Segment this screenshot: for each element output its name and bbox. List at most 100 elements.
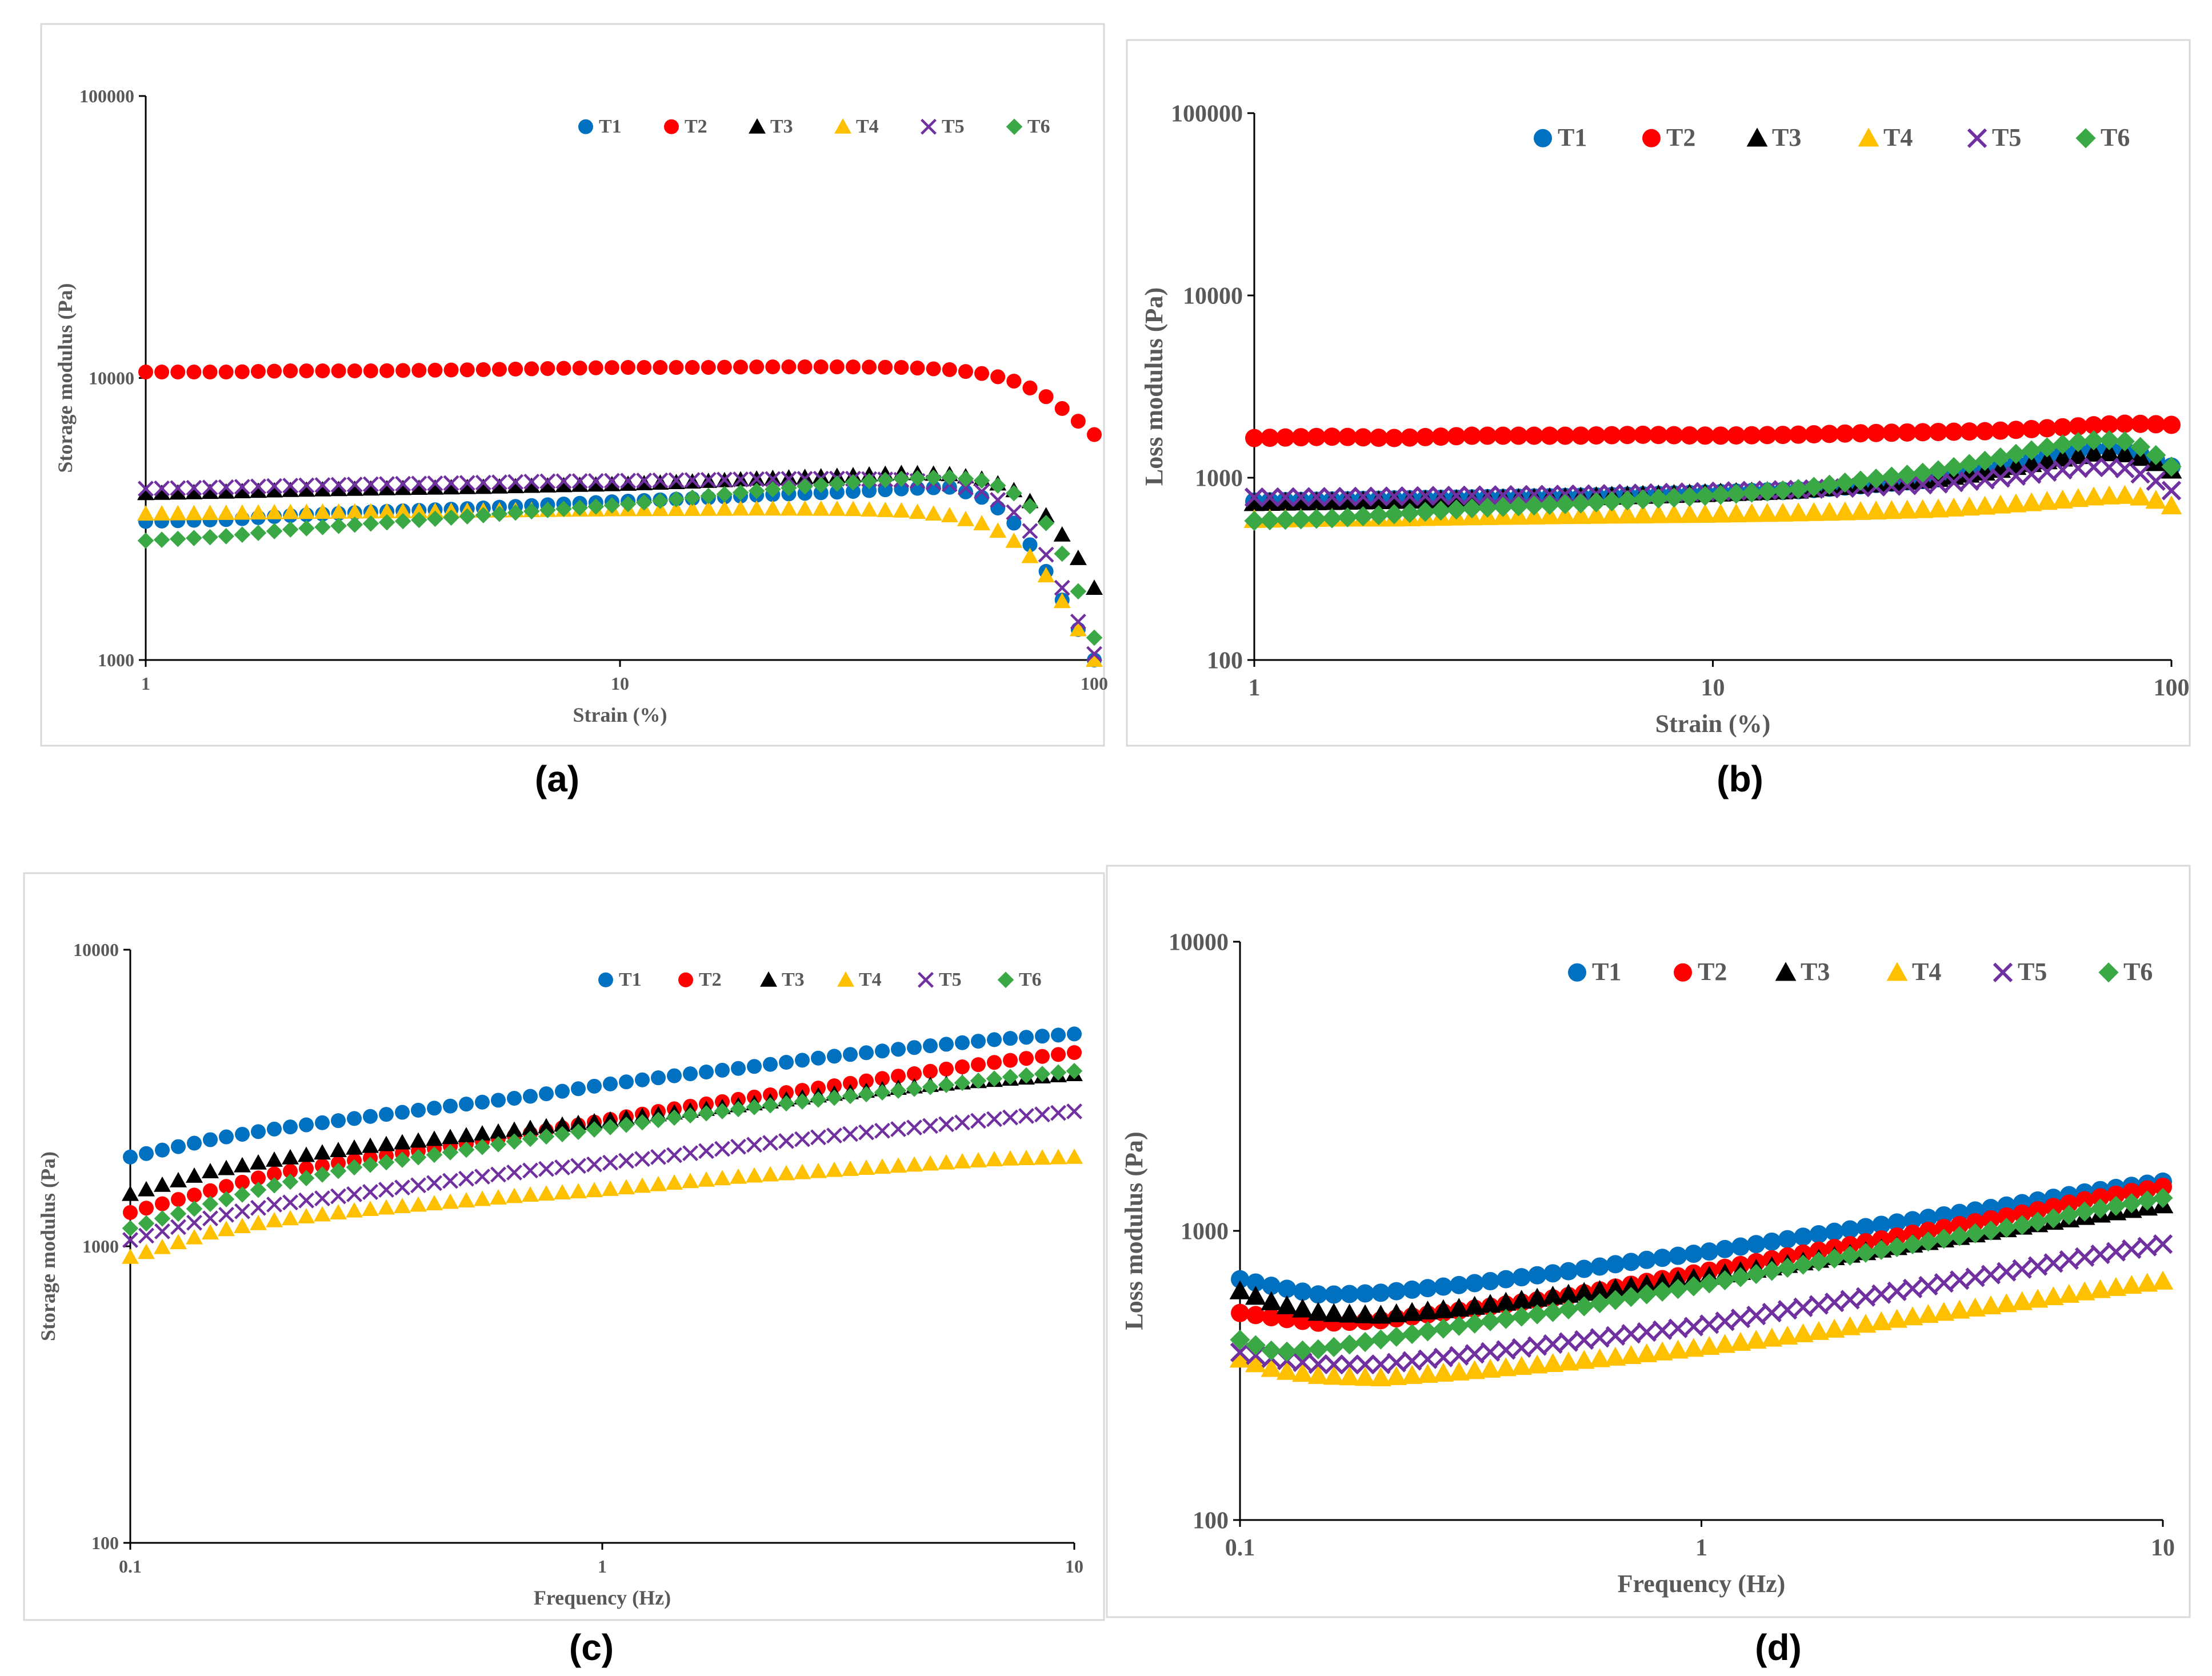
data-point xyxy=(1051,1027,1066,1043)
data-point xyxy=(923,1063,938,1079)
data-point xyxy=(650,1175,667,1191)
data-point xyxy=(169,484,187,500)
data-point xyxy=(858,1159,875,1175)
data-point xyxy=(202,1195,219,1213)
data-point xyxy=(491,505,508,522)
data-point xyxy=(1229,1349,1251,1368)
data-point xyxy=(1823,1318,1845,1338)
data-point xyxy=(1637,1322,1657,1342)
data-point xyxy=(362,515,379,532)
data-point xyxy=(747,1059,762,1074)
data-point xyxy=(926,361,941,377)
data-point xyxy=(202,479,218,496)
data-point xyxy=(362,503,379,519)
legend-item-t3: T3 xyxy=(1775,958,1830,986)
data-point xyxy=(2146,471,2166,491)
data-point xyxy=(1730,1267,1751,1287)
data-point xyxy=(938,1154,955,1170)
data-point xyxy=(458,1127,475,1143)
data-point xyxy=(1927,498,1949,518)
data-point xyxy=(1337,490,1358,510)
data-point xyxy=(137,505,154,521)
data-point xyxy=(794,1093,811,1110)
data-point xyxy=(250,1214,267,1230)
data-point xyxy=(1355,1331,1375,1353)
data-point xyxy=(330,503,347,519)
data-point xyxy=(1035,1049,1050,1064)
data-point xyxy=(987,1032,1002,1047)
data-point xyxy=(1902,1306,1923,1326)
data-point xyxy=(1981,1210,2000,1229)
data-point xyxy=(186,479,202,496)
data-point xyxy=(939,1037,954,1052)
series-t2 xyxy=(1245,414,2181,447)
data-point xyxy=(859,1045,874,1061)
data-point xyxy=(1991,421,2010,440)
data-point xyxy=(234,526,251,543)
legend-item-t4: T4 xyxy=(1858,123,1913,151)
data-point xyxy=(828,500,846,516)
data-point xyxy=(730,1168,747,1184)
data-point xyxy=(1465,1274,1484,1293)
data-point xyxy=(570,1158,586,1174)
data-point xyxy=(379,476,395,493)
data-point xyxy=(1870,1311,1892,1330)
data-point xyxy=(2153,1234,2173,1254)
data-point xyxy=(716,486,733,503)
data-point xyxy=(299,1117,314,1133)
data-point xyxy=(362,1157,379,1173)
data-point xyxy=(138,1215,155,1232)
data-point xyxy=(2006,466,2026,486)
legend-marker xyxy=(834,118,851,134)
data-point xyxy=(1262,1277,1281,1295)
x-tick-label: 10 xyxy=(611,673,629,694)
legend-marker xyxy=(760,971,777,987)
data-point xyxy=(2130,486,2151,506)
data-point xyxy=(1021,547,1039,563)
data-point xyxy=(154,1210,171,1227)
data-point xyxy=(507,474,524,490)
data-point xyxy=(1652,1320,1673,1341)
data-point xyxy=(154,480,170,497)
data-point xyxy=(1002,1150,1019,1166)
data-point xyxy=(234,1186,251,1203)
data-point xyxy=(1679,486,1700,507)
data-point xyxy=(394,502,412,518)
data-point xyxy=(1243,492,1265,511)
data-point xyxy=(250,364,266,379)
data-point xyxy=(2011,1291,2033,1310)
data-point xyxy=(1981,1265,2001,1285)
data-point xyxy=(2037,437,2057,458)
data-point xyxy=(171,1191,186,1207)
data-point xyxy=(1679,503,1701,523)
legend-label: T5 xyxy=(942,116,965,137)
data-point xyxy=(378,1182,394,1198)
data-point xyxy=(842,1087,859,1105)
data-point xyxy=(378,1135,395,1151)
data-point xyxy=(2052,489,2073,509)
data-point xyxy=(861,473,878,490)
data-point xyxy=(1244,510,1265,531)
data-point xyxy=(1479,1358,1501,1378)
data-point xyxy=(539,473,556,490)
data-point xyxy=(442,1173,458,1189)
data-point xyxy=(698,1105,715,1122)
data-point xyxy=(1887,1281,1907,1301)
data-point xyxy=(1668,1318,1688,1338)
series-t1 xyxy=(123,1026,1082,1165)
data-point xyxy=(1276,1295,1298,1314)
data-point xyxy=(2106,1195,2126,1216)
data-point xyxy=(1067,1045,1082,1060)
data-point xyxy=(171,1139,186,1154)
legend-item-t1: T1 xyxy=(578,116,622,137)
data-point xyxy=(1417,1363,1438,1383)
data-point xyxy=(266,1197,282,1213)
data-point xyxy=(2100,415,2119,434)
data-point xyxy=(1481,1272,1499,1291)
data-point xyxy=(810,1091,827,1108)
data-point xyxy=(1731,1237,1750,1256)
data-point xyxy=(1575,1259,1594,1278)
legend-label: T2 xyxy=(1666,123,1695,151)
data-point xyxy=(989,477,1006,494)
legend-marker xyxy=(1967,128,1987,148)
